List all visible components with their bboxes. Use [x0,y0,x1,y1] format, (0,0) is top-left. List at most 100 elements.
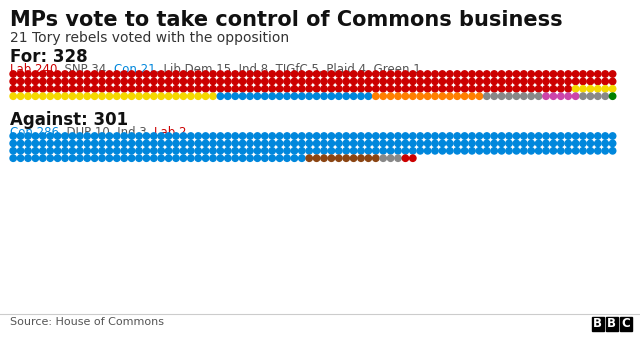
Circle shape [588,86,594,92]
Text: B: B [593,317,602,330]
Circle shape [351,93,357,99]
Circle shape [291,93,298,99]
Circle shape [77,78,83,85]
Circle shape [77,86,83,92]
Circle shape [484,71,490,77]
Circle shape [513,86,520,92]
Circle shape [254,155,260,161]
Circle shape [254,71,260,77]
Circle shape [499,71,505,77]
Circle shape [565,93,572,99]
Circle shape [54,147,61,154]
Circle shape [202,86,209,92]
Circle shape [395,71,401,77]
Circle shape [106,86,113,92]
Circle shape [528,140,534,146]
Circle shape [543,147,549,154]
Circle shape [424,133,431,139]
Circle shape [380,133,387,139]
Circle shape [180,133,187,139]
Circle shape [402,147,408,154]
Circle shape [84,147,90,154]
Circle shape [92,93,98,99]
Circle shape [387,155,394,161]
Circle shape [387,71,394,77]
Circle shape [484,93,490,99]
Circle shape [351,71,357,77]
Circle shape [380,147,387,154]
Circle shape [84,71,90,77]
Circle shape [387,78,394,85]
Circle shape [284,93,290,99]
Circle shape [424,147,431,154]
Circle shape [572,71,579,77]
Circle shape [158,155,164,161]
Circle shape [395,140,401,146]
Circle shape [447,147,453,154]
Circle shape [210,86,216,92]
Circle shape [351,155,357,161]
Circle shape [173,140,179,146]
Circle shape [358,93,364,99]
Circle shape [254,140,260,146]
Circle shape [609,86,616,92]
Circle shape [402,155,408,161]
Circle shape [476,140,483,146]
Circle shape [387,93,394,99]
Text: Con 21: Con 21 [114,63,156,76]
Circle shape [372,147,379,154]
Circle shape [180,78,187,85]
Circle shape [202,71,209,77]
Circle shape [188,140,194,146]
Circle shape [47,155,53,161]
Circle shape [557,71,564,77]
Circle shape [158,71,164,77]
Circle shape [210,71,216,77]
Circle shape [262,147,268,154]
Circle shape [269,140,275,146]
Circle shape [358,133,364,139]
Circle shape [439,86,445,92]
Circle shape [92,133,98,139]
Circle shape [306,78,312,85]
Circle shape [114,86,120,92]
Circle shape [387,147,394,154]
Circle shape [54,86,61,92]
Circle shape [77,93,83,99]
Circle shape [528,86,534,92]
Circle shape [47,71,53,77]
Circle shape [121,86,127,92]
Circle shape [543,78,549,85]
Circle shape [47,93,53,99]
Circle shape [276,140,283,146]
Circle shape [439,78,445,85]
Circle shape [417,78,424,85]
Circle shape [195,155,202,161]
Circle shape [528,71,534,77]
Circle shape [284,133,290,139]
Circle shape [247,86,253,92]
Circle shape [447,86,453,92]
Circle shape [239,71,246,77]
Text: , Lib Dem 15, Ind 8, TIGfC 5, Plaid 4, Green 1: , Lib Dem 15, Ind 8, TIGfC 5, Plaid 4, G… [156,63,420,76]
Circle shape [461,133,468,139]
Circle shape [165,155,172,161]
Circle shape [129,133,135,139]
Circle shape [343,140,349,146]
Circle shape [276,155,283,161]
Circle shape [513,147,520,154]
Circle shape [299,93,305,99]
Circle shape [62,133,68,139]
Circle shape [99,86,105,92]
Circle shape [365,140,372,146]
Circle shape [17,140,24,146]
Circle shape [499,86,505,92]
Bar [620,317,632,331]
Circle shape [506,133,512,139]
Circle shape [424,71,431,77]
Circle shape [528,147,534,154]
Circle shape [491,147,497,154]
Circle shape [314,133,320,139]
Circle shape [358,140,364,146]
Circle shape [32,133,38,139]
